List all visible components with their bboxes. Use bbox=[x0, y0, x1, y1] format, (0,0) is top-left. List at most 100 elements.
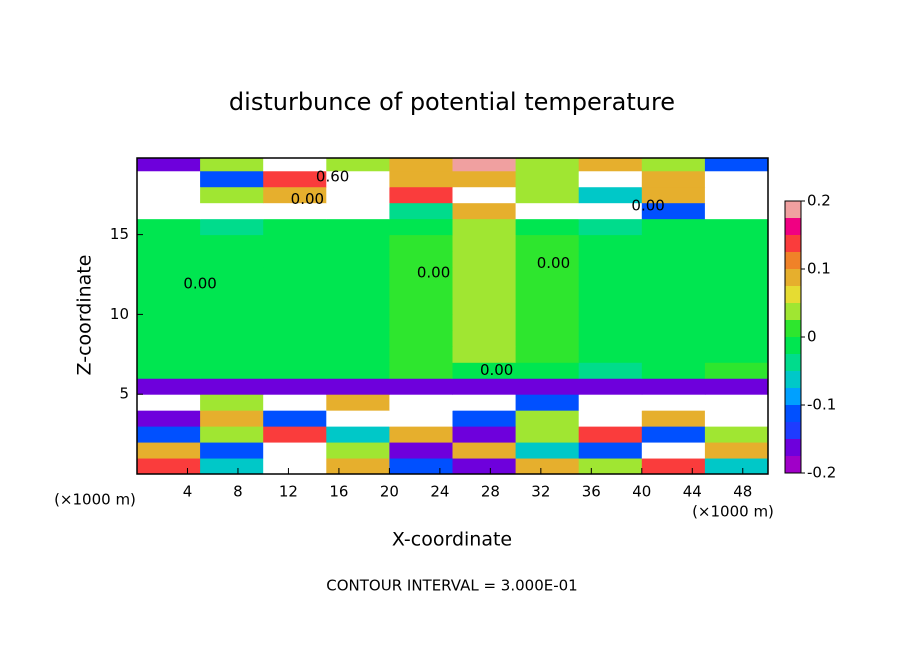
cell bbox=[200, 282, 264, 299]
cell bbox=[263, 330, 327, 347]
x-tick-label: 24 bbox=[430, 483, 449, 501]
cell bbox=[137, 218, 201, 236]
cell bbox=[452, 170, 517, 188]
cell bbox=[389, 298, 453, 315]
cell bbox=[452, 298, 517, 315]
cell bbox=[389, 250, 453, 268]
cell bbox=[641, 158, 706, 172]
cell bbox=[326, 426, 390, 443]
cell bbox=[389, 234, 453, 252]
cell bbox=[515, 426, 580, 443]
cell bbox=[704, 218, 768, 236]
cell bbox=[704, 170, 768, 188]
cell bbox=[578, 170, 643, 188]
cell bbox=[641, 426, 706, 443]
colorbar-bin bbox=[785, 439, 801, 456]
cell bbox=[326, 250, 390, 268]
cell bbox=[452, 314, 517, 331]
cell bbox=[200, 458, 264, 474]
x-tick-label: 28 bbox=[481, 483, 500, 501]
x-tick-label: 40 bbox=[632, 483, 651, 501]
cell bbox=[704, 158, 768, 172]
cell bbox=[389, 442, 453, 459]
cell bbox=[137, 410, 201, 427]
cell bbox=[452, 218, 517, 236]
cell bbox=[452, 346, 517, 363]
cell bbox=[704, 362, 768, 379]
cell bbox=[641, 298, 706, 315]
cell bbox=[452, 330, 517, 347]
chart-title: disturbunce of potential temperature bbox=[229, 88, 675, 116]
cell bbox=[137, 234, 201, 252]
cell bbox=[389, 362, 453, 379]
cell bbox=[515, 458, 580, 474]
cell bbox=[200, 394, 264, 411]
cell bbox=[137, 298, 201, 315]
cell bbox=[200, 330, 264, 347]
cell bbox=[389, 458, 453, 474]
cell bbox=[704, 330, 768, 347]
cell bbox=[263, 346, 327, 363]
colorbar-bin bbox=[785, 320, 801, 337]
cell bbox=[137, 314, 201, 331]
cell bbox=[704, 410, 768, 427]
cell bbox=[452, 250, 517, 268]
cell bbox=[452, 410, 517, 427]
cell bbox=[389, 158, 453, 172]
cell bbox=[326, 394, 390, 411]
cell bbox=[389, 330, 453, 347]
cell bbox=[263, 202, 327, 220]
x-tick-label: 4 bbox=[183, 483, 193, 501]
cell bbox=[452, 266, 517, 283]
cell bbox=[326, 234, 390, 252]
cell bbox=[200, 218, 264, 236]
colorbar-tick-label: 0.1 bbox=[807, 260, 831, 278]
x-unit: (×1000 m) bbox=[692, 503, 774, 521]
cell bbox=[326, 410, 390, 427]
cell bbox=[515, 410, 580, 427]
cell bbox=[452, 426, 517, 443]
cell bbox=[641, 314, 706, 331]
cell bbox=[515, 378, 580, 395]
cell bbox=[578, 362, 643, 379]
cell bbox=[578, 234, 643, 252]
cell bbox=[578, 378, 643, 395]
cell bbox=[641, 442, 706, 459]
cell bbox=[137, 202, 201, 220]
cell bbox=[200, 346, 264, 363]
cell bbox=[641, 410, 706, 427]
cell bbox=[704, 346, 768, 363]
cell bbox=[515, 298, 580, 315]
contour-label: 0.00 bbox=[537, 254, 570, 272]
cell bbox=[641, 266, 706, 283]
cell bbox=[578, 410, 643, 427]
cell bbox=[515, 346, 580, 363]
cell bbox=[326, 362, 390, 379]
cell bbox=[641, 330, 706, 347]
cell bbox=[200, 410, 264, 427]
cell bbox=[326, 378, 390, 395]
cell bbox=[200, 234, 264, 252]
cell bbox=[704, 202, 768, 220]
cell bbox=[263, 378, 327, 395]
cell bbox=[515, 362, 580, 379]
cell bbox=[326, 186, 390, 204]
cell bbox=[578, 158, 643, 172]
contour-note: CONTOUR INTERVAL = 3.000E-01 bbox=[326, 577, 577, 595]
colorbar-bin bbox=[785, 286, 801, 303]
cell bbox=[578, 186, 643, 204]
cell bbox=[326, 314, 390, 331]
cell bbox=[641, 378, 706, 395]
cell bbox=[200, 426, 264, 443]
cell bbox=[578, 426, 643, 443]
cell bbox=[263, 298, 327, 315]
cell bbox=[200, 362, 264, 379]
colorbar-bin bbox=[785, 201, 801, 218]
contour-label: 0.00 bbox=[291, 190, 324, 208]
x-tick-label: 12 bbox=[279, 483, 298, 501]
cell bbox=[263, 426, 327, 443]
cell bbox=[578, 250, 643, 268]
cell bbox=[704, 426, 768, 443]
x-tick-label: 20 bbox=[380, 483, 399, 501]
cell bbox=[515, 186, 580, 204]
